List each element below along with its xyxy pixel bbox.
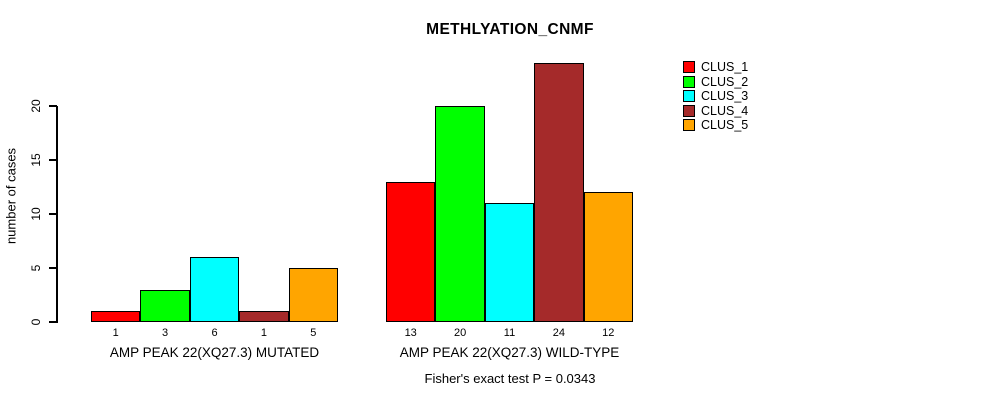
y-tick-label: 10	[29, 207, 43, 221]
bar-clus_1	[91, 311, 141, 322]
legend-item: CLUS_5	[683, 118, 748, 133]
legend: CLUS_1 CLUS_2 CLUS_3 CLUS_4 CLUS_5	[683, 60, 748, 133]
bar-value-label: 20	[453, 327, 467, 339]
bar-value-label: 6	[211, 327, 218, 339]
legend-item: CLUS_2	[683, 75, 748, 90]
annotation-text: Fisher's exact test P = 0.0343	[424, 371, 596, 386]
bar-clus_4	[534, 62, 584, 322]
legend-swatch	[683, 119, 695, 132]
bar-clus_4	[239, 311, 289, 322]
bar-value-label: 3	[162, 327, 169, 339]
y-tick	[49, 321, 57, 323]
y-tick	[49, 267, 57, 269]
legend-label: CLUS_5	[701, 118, 749, 132]
bar-value-label: 12	[602, 327, 615, 339]
bar-value-label: 24	[552, 327, 566, 339]
legend-swatch	[683, 61, 695, 74]
y-tick-label: 15	[29, 153, 43, 167]
chart-title: METHLYATION_CNMF	[426, 21, 594, 38]
legend-label: CLUS_3	[701, 89, 749, 103]
bar-clus_3	[484, 203, 535, 322]
y-tick	[49, 105, 57, 107]
legend-label: CLUS_1	[701, 60, 749, 74]
legend-item: CLUS_4	[683, 104, 748, 119]
bar-value-label: 1	[260, 327, 267, 339]
x-axis-group-label: AMP PEAK 22(XQ27.3) WILD-TYPE	[399, 345, 620, 360]
x-axis-group-label: AMP PEAK 22(XQ27.3) MUTATED	[109, 345, 320, 360]
y-tick	[49, 213, 57, 215]
y-tick-label: 20	[29, 99, 43, 113]
legend-swatch	[683, 75, 695, 88]
y-axis-label: number of cases	[3, 147, 19, 245]
legend-label: CLUS_2	[701, 74, 749, 89]
legend-label: CLUS_4	[701, 103, 749, 118]
legend-item: CLUS_3	[683, 89, 748, 104]
legend-item: CLUS_1	[683, 60, 748, 75]
y-tick	[49, 159, 57, 161]
bar-clus_2	[140, 289, 190, 322]
bar-clus_2	[435, 106, 485, 322]
bar-value-label: 11	[503, 327, 516, 339]
legend-swatch	[683, 90, 695, 103]
bar-clus_3	[189, 257, 240, 322]
bar-value-label: 5	[310, 327, 317, 339]
legend-swatch	[683, 104, 695, 117]
bar-value-label: 13	[404, 327, 417, 339]
bar-clus_5	[583, 192, 633, 322]
bar-clus_1	[386, 181, 436, 322]
y-tick-label: 0	[29, 318, 43, 326]
y-tick-label: 5	[29, 264, 43, 272]
bar-clus_5	[288, 268, 338, 322]
bar-value-label: 1	[112, 327, 119, 339]
